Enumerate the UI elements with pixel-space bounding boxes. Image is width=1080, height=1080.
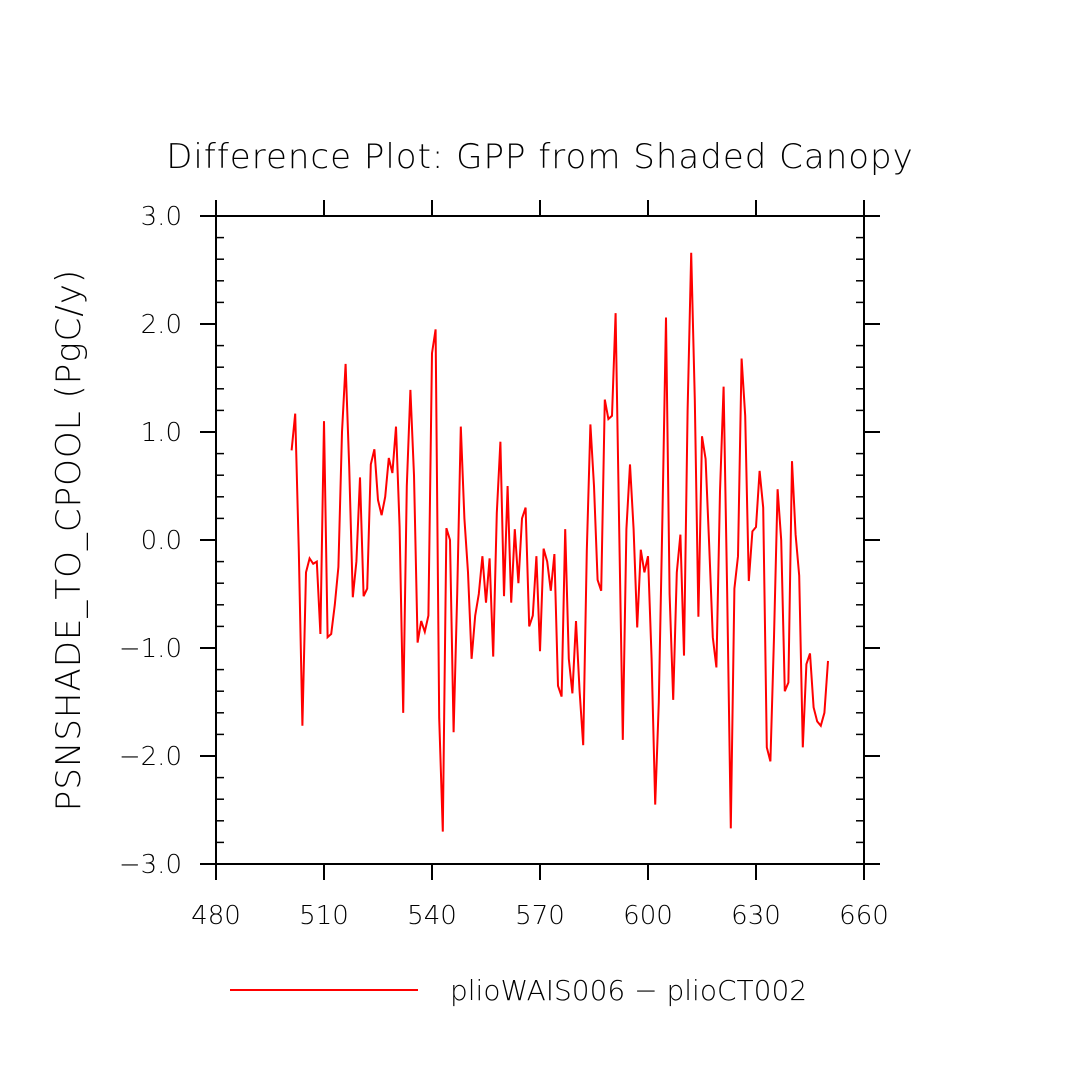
y-tick-label: −3.0 — [119, 850, 182, 880]
x-tick-label: 540 — [407, 901, 457, 931]
legend: plioWAIS006 − plioCT002 — [230, 974, 807, 1007]
y-axis-label: PSNSHADE_TO_CPOOL (PgC/y) — [49, 269, 89, 811]
x-tick-label: 630 — [731, 901, 781, 931]
series-line — [290, 252, 829, 832]
y-tick-label: 3.0 — [141, 202, 182, 232]
legend-label: plioWAIS006 − plioCT002 — [450, 974, 807, 1007]
y-tick-label: 1.0 — [141, 418, 182, 448]
y-tick-label: −1.0 — [119, 634, 182, 664]
x-tick-label: 660 — [839, 901, 889, 931]
chart-title: Difference Plot: GPP from Shaded Canopy — [166, 137, 914, 177]
axis-ticks: 480 510 540 570 600 630 660 −3.0 −2.0 −1.0 0.0 1.0 2… — [119, 200, 889, 931]
x-tick-label: 510 — [299, 901, 349, 931]
x-tick-label: 600 — [623, 901, 673, 931]
y-tick-label: 0.0 — [141, 526, 182, 556]
series-layer — [290, 252, 829, 832]
y-tick-label: 2.0 — [141, 310, 182, 340]
y-tick-label: −2.0 — [119, 742, 182, 772]
plot-frame — [215, 215, 865, 865]
x-tick-label: 570 — [515, 901, 565, 931]
x-tick-label: 480 — [191, 901, 241, 931]
